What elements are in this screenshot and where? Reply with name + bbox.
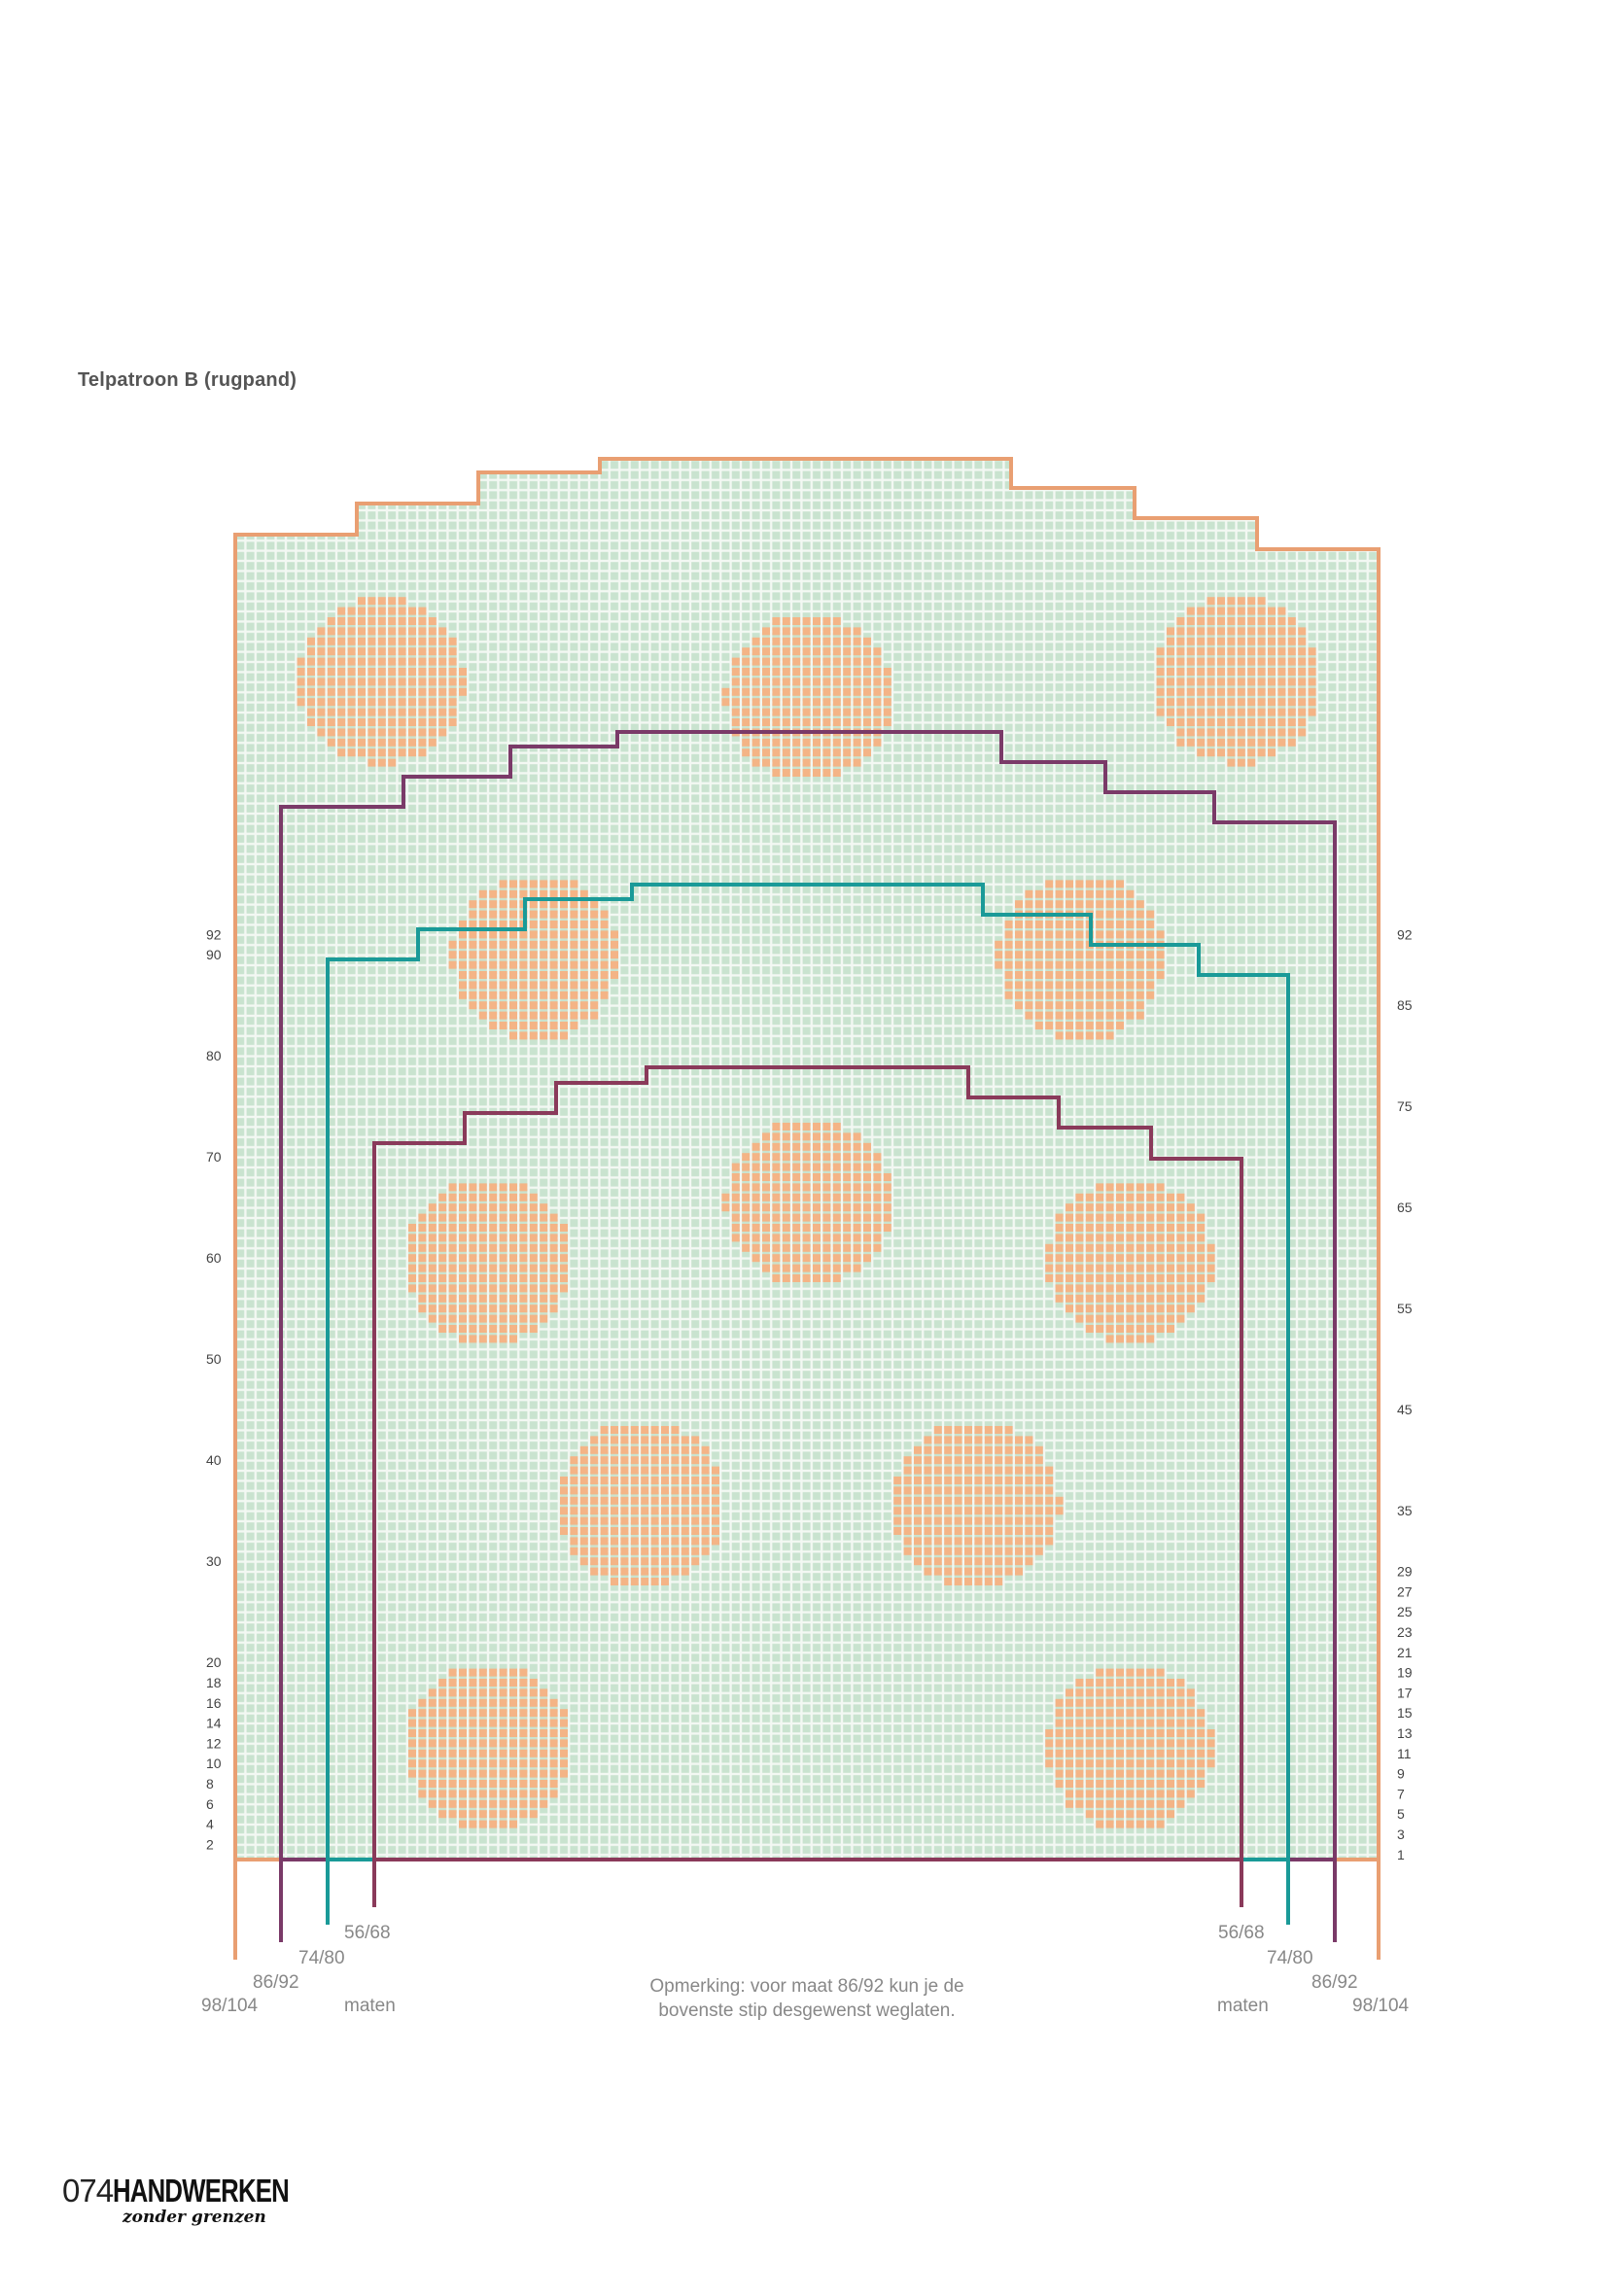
row-number-right: 27 (1397, 1583, 1413, 1599)
row-number-left: 80 (206, 1048, 222, 1063)
row-number-right: 9 (1397, 1766, 1405, 1782)
dot-motifs (297, 597, 1316, 1828)
row-number-right: 35 (1397, 1503, 1413, 1518)
row-number-left: 40 (206, 1452, 222, 1468)
row-number-left: 8 (206, 1776, 214, 1792)
row-number-right: 23 (1397, 1624, 1413, 1640)
row-number-left: 50 (206, 1351, 222, 1367)
row-number-left: 20 (206, 1654, 222, 1670)
dot-motif (408, 1183, 568, 1343)
note-text: Opmerking: voor maat 86/92 kun je de bov… (593, 1974, 1021, 2023)
page-title: Telpatroon B (rugpand) (78, 369, 297, 391)
row-number-right: 15 (1397, 1705, 1413, 1721)
row-number-left: 92 (206, 926, 222, 942)
dot-motif (995, 880, 1165, 1040)
row-number-right: 19 (1397, 1665, 1413, 1681)
row-number-left: 6 (206, 1796, 214, 1812)
row-number-right: 11 (1397, 1746, 1412, 1761)
row-number-right: 29 (1397, 1564, 1413, 1580)
row-number-left: 90 (206, 947, 222, 962)
dot-motif (297, 597, 467, 767)
row-number-right: 7 (1397, 1786, 1405, 1801)
logo-brand: HANDWERKEN (113, 2173, 290, 2209)
logo-tagline: zonder grenzen (122, 2208, 266, 2227)
dot-motif (1156, 597, 1316, 767)
row-number-right: 85 (1397, 997, 1413, 1013)
row-number-right: 21 (1397, 1645, 1413, 1660)
row-number-left: 60 (206, 1250, 222, 1266)
row-number-right: 25 (1397, 1604, 1413, 1619)
size-label-98-104-left: 98/104 (201, 1996, 259, 2016)
dot-motif (893, 1426, 1064, 1585)
row-number-left: 30 (206, 1553, 222, 1569)
row-number-right: 55 (1397, 1301, 1413, 1316)
row-number-right: 13 (1397, 1725, 1413, 1741)
size-label-74-80-left: 74/80 (298, 1948, 345, 1968)
dot-motif (721, 1123, 891, 1282)
dot-motif (448, 880, 618, 1040)
row-number-left: 18 (206, 1675, 222, 1690)
dot-motif (560, 1426, 719, 1585)
row-number-right: 75 (1397, 1098, 1413, 1114)
row-number-right: 1 (1397, 1847, 1405, 1862)
row-number-left: 10 (206, 1756, 222, 1771)
size-outline-56-68 (372, 1065, 1243, 1907)
logo-number: 074 (62, 2173, 114, 2209)
row-number-left: 14 (206, 1716, 222, 1731)
row-number-right: 65 (1397, 1200, 1413, 1215)
size-label-86-92-left: 86/92 (253, 1972, 299, 1993)
maten-label-right: maten (1217, 1996, 1269, 2016)
row-numbers-left: 92 90 80 70 60 50 40 30 20 18 16 14 12 10 8 6 4 2 (206, 926, 222, 1852)
dot-motif (1045, 1183, 1215, 1343)
size-label-56-68-right: 56/68 (1218, 1923, 1265, 1943)
size-label-74-80-right: 74/80 (1267, 1948, 1313, 1968)
row-number-right: 3 (1397, 1826, 1405, 1842)
row-number-right: 92 (1397, 926, 1413, 942)
note-line-1: Opmerking: voor maat 86/92 kun je de (649, 1976, 964, 1997)
dot-motif (408, 1668, 568, 1828)
row-number-left: 16 (206, 1695, 222, 1711)
note-line-2: bovenste stip desgewenst weglaten. (658, 2000, 956, 2021)
dot-motif (721, 617, 891, 777)
brand-logo: 074HANDWERKEN zonder grenzen (62, 2173, 338, 2227)
size-label-56-68-left: 56/68 (344, 1923, 391, 1943)
row-number-left: 12 (206, 1735, 222, 1751)
row-number-left: 4 (206, 1817, 214, 1832)
row-number-left: 70 (206, 1149, 222, 1165)
row-number-right: 5 (1397, 1806, 1405, 1822)
row-number-left: 2 (206, 1836, 214, 1852)
size-label-86-92-right: 86/92 (1311, 1972, 1358, 1993)
size-label-98-104-right: 98/104 (1352, 1996, 1410, 2016)
dot-motif (1045, 1668, 1215, 1828)
row-number-right: 45 (1397, 1402, 1413, 1417)
maten-label-left: maten (344, 1996, 396, 2016)
row-number-right: 17 (1397, 1685, 1413, 1700)
